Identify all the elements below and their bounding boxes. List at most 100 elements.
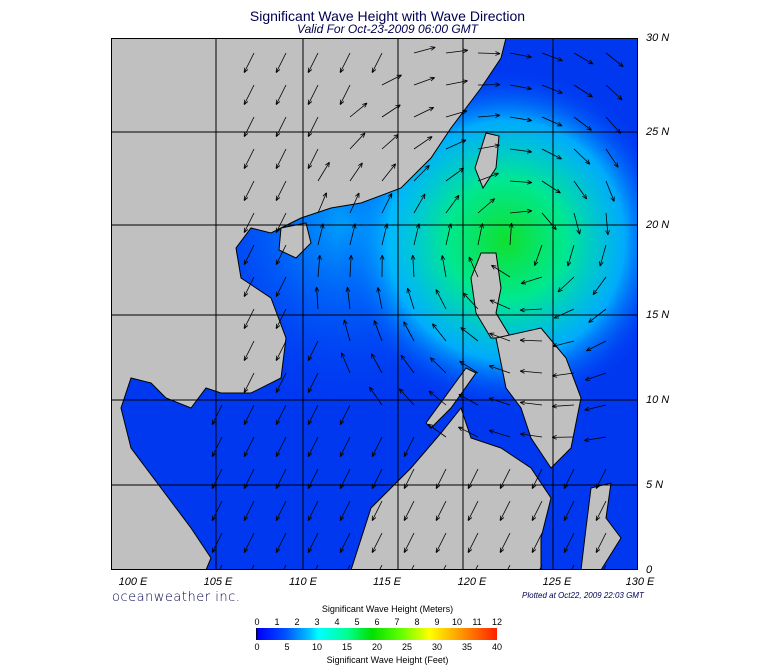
wave-arrow (445, 194, 460, 214)
wave-arrow (460, 327, 479, 342)
lat-label: 25 N (646, 126, 670, 138)
wave-arrow (275, 52, 287, 73)
wave-arrow (445, 79, 468, 86)
wave-arrow (243, 340, 255, 361)
wave-arrow (563, 532, 575, 553)
wave-arrow (599, 244, 607, 267)
wave-arrow (445, 223, 453, 246)
wave-arrow (508, 222, 514, 246)
feet-tick: 5 (284, 642, 290, 652)
lat-label: 20 N (646, 219, 670, 231)
wave-arrow (243, 212, 255, 233)
wave-arrow (275, 84, 287, 105)
wave-arrow (477, 143, 500, 150)
lon-label: 130 E (625, 576, 655, 588)
wave-arrow (509, 148, 533, 154)
wave-arrow (243, 436, 255, 457)
wave-arrow (371, 468, 383, 489)
wave-arrow (243, 468, 255, 489)
wave-arrow (573, 148, 591, 165)
wave-arrow (400, 354, 415, 374)
wave-arrow (403, 321, 415, 342)
wave-arrow (275, 308, 287, 329)
wave-arrow (531, 500, 543, 521)
land (111, 38, 622, 570)
wave-arrow (307, 468, 319, 489)
wave-arrow (275, 244, 287, 265)
wave-arrow (339, 500, 351, 521)
wave-arrow (275, 116, 287, 137)
wave-arrow (489, 332, 511, 342)
wave-arrow (566, 244, 575, 267)
wave-arrow (552, 340, 575, 348)
wave-arrow (520, 276, 543, 285)
wave-arrow (283, 564, 287, 570)
wave-arrow (499, 468, 511, 489)
wave-arrow (519, 400, 543, 406)
wave-arrow (243, 244, 255, 265)
wave-arrow (477, 172, 499, 182)
wave-arrow (317, 161, 330, 182)
wave-arrow (573, 180, 588, 200)
wave-arrow (509, 179, 533, 185)
wave-arrow (489, 299, 511, 310)
wave-arrow (381, 104, 401, 118)
wave-arrow (349, 162, 363, 182)
wave-arrow (520, 432, 543, 438)
wave-arrow (467, 468, 479, 489)
wave-arrow (368, 386, 383, 406)
wave-arrow (488, 397, 511, 406)
wave-arrow (477, 51, 501, 56)
wave-arrow (317, 192, 327, 214)
feet-tick: 20 (371, 642, 383, 652)
wave-arrow (349, 132, 366, 150)
feet-tick: 35 (461, 642, 473, 652)
wave-arrow (379, 254, 385, 278)
wave-arrow (541, 84, 563, 94)
wave-arrow (467, 500, 479, 521)
wave-arrow (398, 388, 415, 406)
wave-arrow (586, 340, 607, 352)
wave-arrow (339, 468, 351, 489)
wave-arrow (371, 353, 383, 374)
plotted-timestamp: Plotted at Oct22, 2009 22:03 GMT (522, 591, 644, 600)
feet-tick: 25 (401, 642, 413, 652)
lon-label: 125 E (542, 576, 572, 588)
wave-arrow (541, 116, 563, 127)
land-asia-mainland (111, 38, 507, 570)
wave-arrow (541, 52, 563, 62)
lon-label: 115 E (373, 576, 401, 588)
wave-arrow (211, 500, 223, 521)
feet-tick: 30 (431, 642, 443, 652)
wave-arrow (211, 404, 223, 425)
wave-arrow (275, 468, 287, 489)
wave-arrow (349, 102, 368, 118)
wave-arrow (458, 393, 479, 406)
feet-tick: 0 (254, 642, 260, 652)
wave-arrow (605, 84, 623, 101)
wave-arrow (275, 532, 287, 553)
wave-arrow (477, 223, 484, 246)
wave-direction-arrows (211, 46, 624, 570)
meters-tick: 4 (334, 617, 340, 627)
wave-arrow (379, 564, 383, 570)
wave-arrow (406, 287, 415, 310)
wave-arrow (211, 436, 223, 457)
wave-arrow (491, 264, 511, 278)
wave-arrow (553, 308, 575, 319)
wave-arrow (531, 468, 543, 489)
wave-arrow (467, 532, 479, 553)
land-taiwan (474, 132, 500, 190)
brand-logo: oceanweather inc. (112, 590, 241, 605)
wave-arrow (307, 404, 319, 425)
meters-tick: 8 (414, 617, 420, 627)
wave-arrow (499, 500, 511, 521)
wave-arrow (307, 372, 319, 393)
wave-arrow (519, 369, 543, 374)
wave-arrow (551, 434, 575, 440)
wave-arrow (413, 193, 426, 214)
wave-arrow (468, 256, 479, 278)
lat-label: 0 (646, 564, 653, 576)
lon-label: 110 E (289, 576, 317, 588)
wave-arrow (605, 148, 619, 168)
